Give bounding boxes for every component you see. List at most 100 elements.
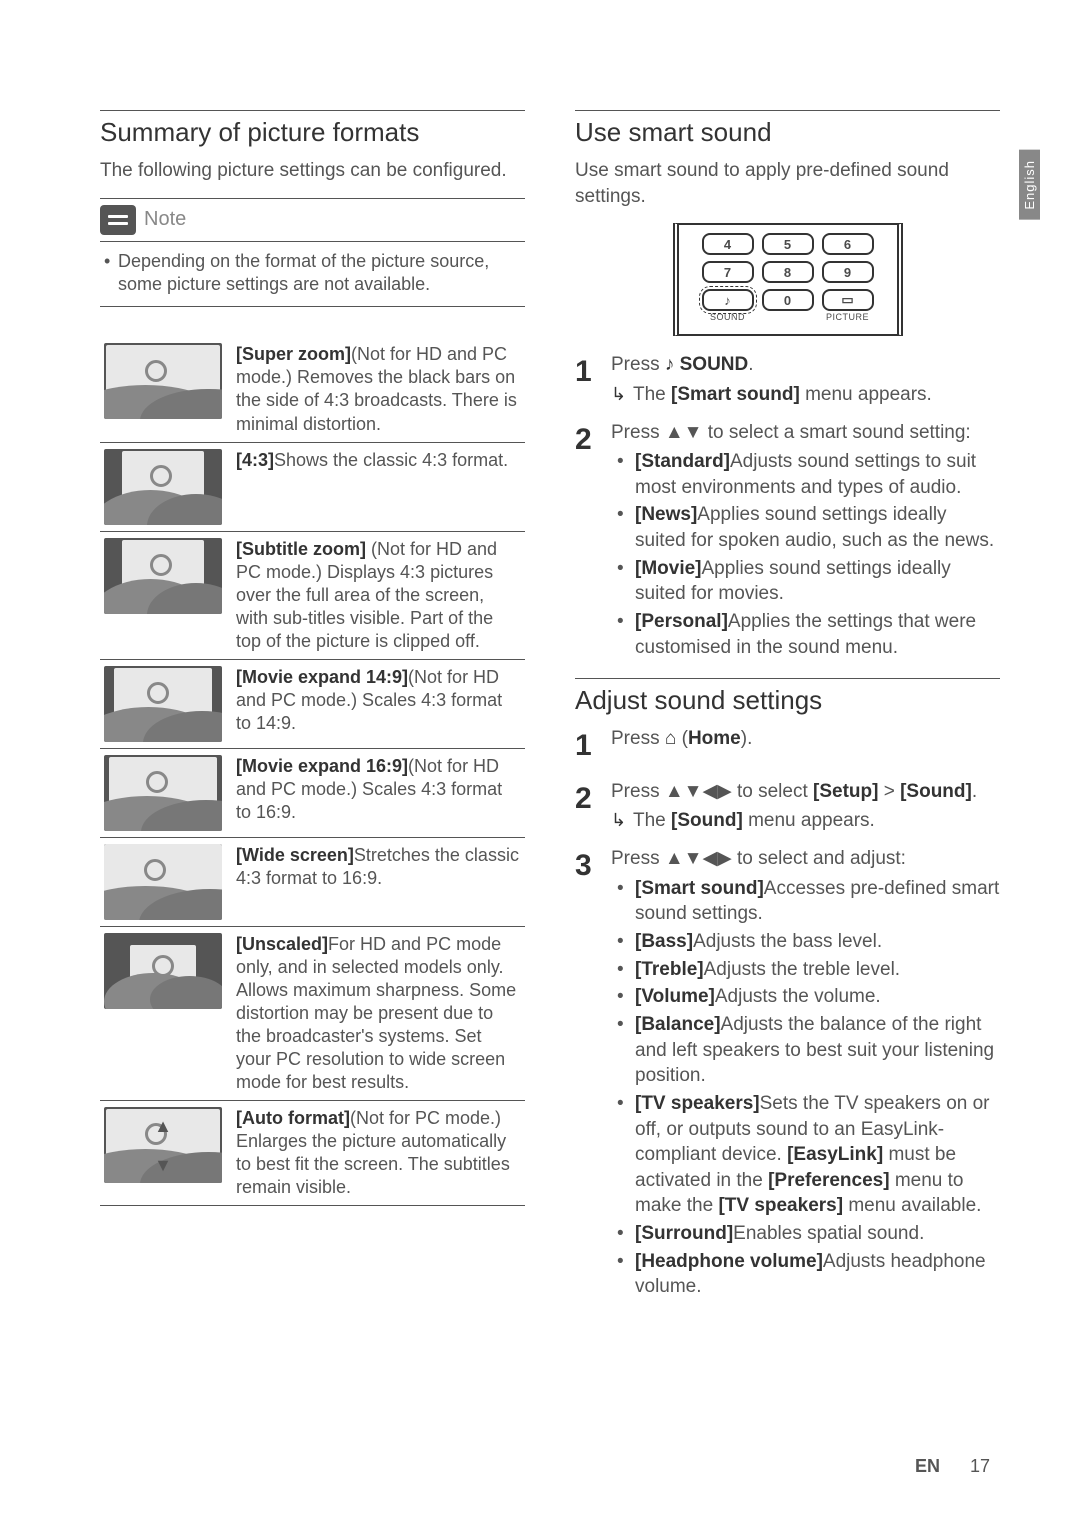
note-box: Note Depending on the format of the pict… bbox=[100, 198, 525, 308]
format-row: [Unscaled]For HD and PC mode only, and i… bbox=[100, 926, 525, 1100]
bullet-strong: [Preferences] bbox=[768, 1170, 889, 1191]
remote-btn: 0 bbox=[762, 289, 814, 311]
bullet-body: Enables spatial sound. bbox=[733, 1223, 924, 1244]
language-tab: English bbox=[1019, 150, 1040, 220]
bullet-title: [Surround] bbox=[635, 1223, 733, 1244]
bullet-item: [Bass]Adjusts the bass level. bbox=[635, 929, 1000, 955]
bullet-title: [Volume] bbox=[635, 986, 715, 1007]
bullet-item: [Movie]Applies sound settings ideally su… bbox=[635, 556, 1000, 607]
bullet-body: Adjusts the volume. bbox=[715, 986, 881, 1007]
step-text: Press bbox=[611, 354, 665, 375]
step-text-strong: ♪ SOUND bbox=[665, 354, 748, 375]
remote-btn: 9 bbox=[822, 261, 874, 283]
format-thumb bbox=[104, 343, 222, 419]
note-label: Note bbox=[144, 208, 186, 231]
bullet-item: [Balance]Adjusts the balance of the righ… bbox=[635, 1012, 1000, 1089]
bullet-item: [Headphone volume]Adjusts headphone volu… bbox=[635, 1249, 1000, 1300]
right-column: Use smart sound Use smart sound to apply… bbox=[575, 110, 1000, 1314]
format-row: [Subtitle zoom] (Not for HD and PC mode.… bbox=[100, 531, 525, 659]
bullet-title: [Balance] bbox=[635, 1014, 721, 1035]
bullet-title: [Headphone volume] bbox=[635, 1251, 823, 1272]
remote-btn-sound: ♪ bbox=[702, 289, 754, 311]
format-body: Shows the classic 4:3 format. bbox=[274, 450, 508, 470]
step-text: Press ▲▼ to select a smart sound setting… bbox=[611, 422, 971, 443]
bullet-title: [Treble] bbox=[635, 959, 704, 980]
step-text: Press bbox=[611, 728, 665, 749]
bullet-item: [Surround]Enables spatial sound. bbox=[635, 1221, 1000, 1247]
format-body: For HD and PC mode only, and in selected… bbox=[236, 934, 516, 1092]
format-title: [Auto format] bbox=[236, 1108, 350, 1128]
format-title: [Wide screen] bbox=[236, 845, 354, 865]
format-title: [Subtitle zoom] bbox=[236, 539, 366, 559]
step-number: 1 bbox=[575, 726, 597, 767]
step-number: 1 bbox=[575, 352, 597, 407]
remote-btn-picture: ▭ bbox=[822, 289, 874, 311]
left-heading: Summary of picture formats bbox=[100, 110, 525, 148]
bullet-item: [Smart sound]Accesses pre-defined smart … bbox=[635, 876, 1000, 927]
remote-btn: 7 bbox=[702, 261, 754, 283]
bullet-title: [News] bbox=[635, 504, 697, 525]
bullet-strong: [TV speakers] bbox=[718, 1195, 843, 1216]
format-thumb: ▲▼ bbox=[104, 1107, 222, 1183]
bullet-title: [TV speakers] bbox=[635, 1093, 760, 1114]
step-text-strong: Home bbox=[688, 728, 741, 749]
bullet-title: [Personal] bbox=[635, 611, 728, 632]
bullet-item: [TV speakers]Sets the TV speakers on or … bbox=[635, 1091, 1000, 1219]
format-row: [Movie expand 14:9](Not for HD and PC mo… bbox=[100, 659, 525, 748]
remote-diagram: 4 5 6 7 8 9 ♪ SOUND 0 ▭ PICTURE bbox=[673, 223, 903, 336]
right-heading-1: Use smart sound bbox=[575, 110, 1000, 148]
format-thumb bbox=[104, 538, 222, 614]
step-sub-strong: [Sound] bbox=[671, 810, 743, 831]
step-text: Press ▲▼◀▶ to select and adjust: bbox=[611, 848, 906, 869]
bullet-title: [Standard] bbox=[635, 451, 730, 472]
format-row: ▲▼ [Auto format](Not for PC mode.) Enlar… bbox=[100, 1100, 525, 1205]
step-number: 2 bbox=[575, 779, 597, 834]
step-text: ( bbox=[676, 728, 688, 749]
page-footer: EN 17 bbox=[915, 1456, 990, 1477]
left-column: Summary of picture formats The following… bbox=[100, 110, 525, 1314]
bullet-strong: [EasyLink] bbox=[787, 1144, 883, 1165]
remote-btn: 5 bbox=[762, 233, 814, 255]
step-sub-text: menu appears. bbox=[800, 384, 932, 405]
format-title: [Movie expand 14:9] bbox=[236, 667, 408, 687]
format-thumb bbox=[104, 755, 222, 831]
format-row: [4:3]Shows the classic 4:3 format. bbox=[100, 442, 525, 531]
format-row: [Super zoom](Not for HD and PC mode.) Re… bbox=[100, 337, 525, 442]
format-thumb bbox=[104, 666, 222, 742]
bullet-title: [Bass] bbox=[635, 931, 693, 952]
adjust-sound-steps: 1 Press ⌂ (Home). 2 Press ▲▼◀▶ to select… bbox=[575, 726, 1000, 1302]
format-row: [Movie expand 16:9](Not for HD and PC mo… bbox=[100, 748, 525, 837]
home-icon: ⌂ bbox=[665, 728, 676, 749]
bullet-item: [News]Applies sound settings ideally sui… bbox=[635, 502, 1000, 553]
right-heading-2: Adjust sound settings bbox=[575, 678, 1000, 716]
bullet-item: [Standard]Adjusts sound settings to suit… bbox=[635, 449, 1000, 500]
step-number: 3 bbox=[575, 846, 597, 1302]
format-title: [Super zoom] bbox=[236, 344, 351, 364]
format-title: [Unscaled] bbox=[236, 934, 328, 954]
step-text: . bbox=[972, 781, 977, 802]
bullet-item: [Volume]Adjusts the volume. bbox=[635, 984, 1000, 1010]
bullet-title: [Movie] bbox=[635, 558, 702, 579]
step-text: > bbox=[878, 781, 900, 802]
remote-label-picture: PICTURE bbox=[822, 312, 874, 322]
step-text-strong: [Sound] bbox=[900, 781, 972, 802]
format-thumb bbox=[104, 844, 222, 920]
format-thumb bbox=[104, 933, 222, 1009]
note-body: Depending on the format of the picture s… bbox=[100, 242, 525, 307]
format-thumb bbox=[104, 449, 222, 525]
remote-btn: 6 bbox=[822, 233, 874, 255]
bullet-body: Adjusts the bass level. bbox=[693, 931, 882, 952]
footer-page: 17 bbox=[970, 1456, 990, 1476]
note-icon bbox=[100, 205, 136, 235]
step-sub-strong: [Smart sound] bbox=[671, 384, 800, 405]
format-row: [Wide screen]Stretches the classic 4:3 f… bbox=[100, 837, 525, 926]
formats-table: [Super zoom](Not for HD and PC mode.) Re… bbox=[100, 337, 525, 1206]
remote-label-sound: SOUND bbox=[702, 312, 754, 322]
smart-sound-steps: 1 Press ♪ SOUND. The [Smart sound] menu … bbox=[575, 352, 1000, 662]
bullet-item: [Treble]Adjusts the treble level. bbox=[635, 957, 1000, 983]
step-sub: The [Sound] menu appears. bbox=[611, 808, 1000, 834]
format-title: [Movie expand 16:9] bbox=[236, 756, 408, 776]
footer-lang: EN bbox=[915, 1456, 940, 1476]
step-sub-text: The bbox=[633, 384, 671, 405]
step-text: ). bbox=[741, 728, 753, 749]
